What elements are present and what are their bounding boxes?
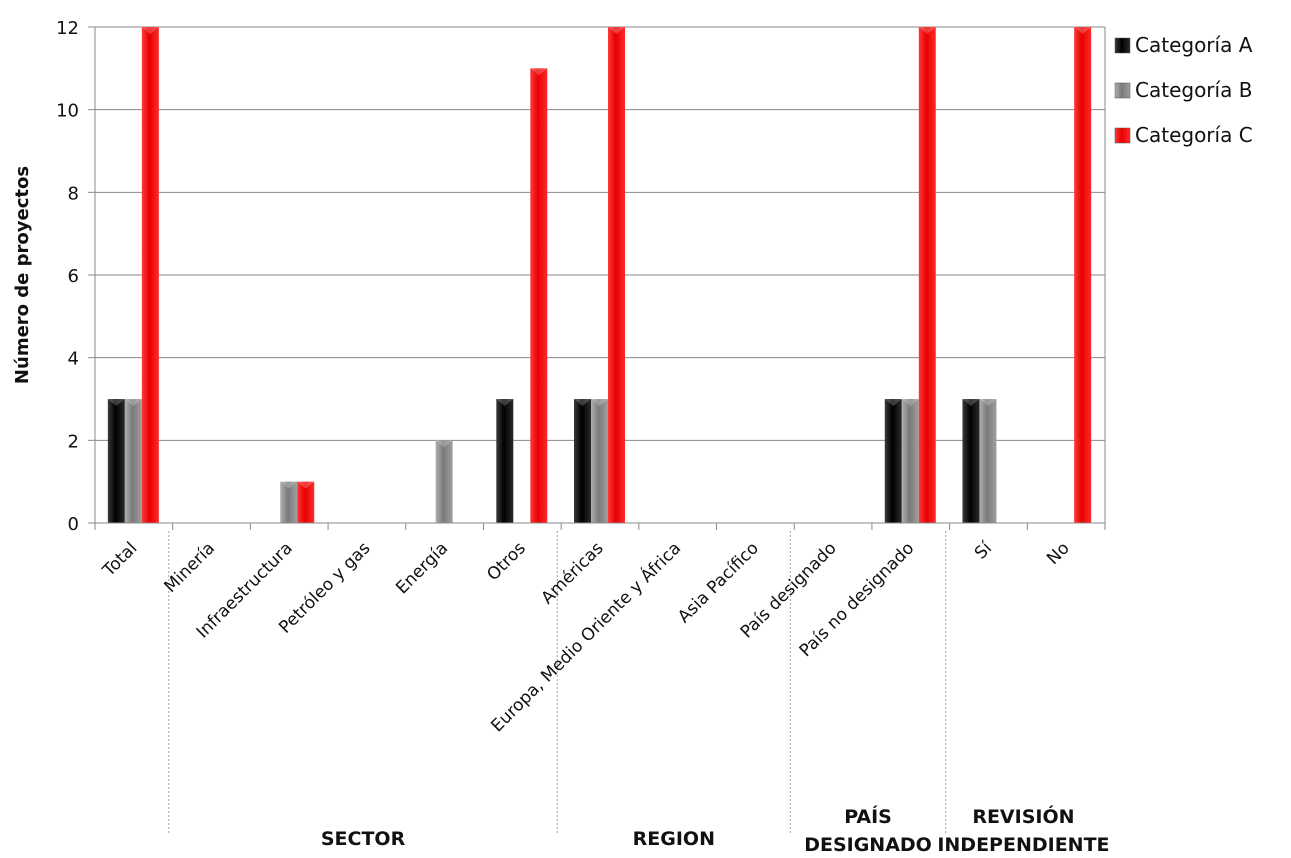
bar bbox=[884, 399, 902, 523]
x-category-label: Energía bbox=[392, 538, 452, 598]
bar-top-bevel bbox=[979, 399, 997, 406]
x-category-label: Asia Pacífico bbox=[674, 538, 763, 627]
gridlines bbox=[88, 26, 1105, 524]
bar bbox=[962, 399, 980, 523]
x-category-label: No bbox=[1043, 538, 1073, 568]
group-label: PAÍS bbox=[844, 805, 892, 828]
bar bbox=[574, 399, 591, 523]
bar bbox=[496, 399, 514, 523]
group-dividers bbox=[168, 531, 947, 835]
bar-top-bevel bbox=[530, 68, 548, 76]
y-axis-title: Número de proyectos bbox=[12, 166, 33, 384]
y-tick-label: 12 bbox=[56, 18, 79, 39]
bar bbox=[124, 399, 142, 523]
x-category-label: Otros bbox=[483, 538, 530, 585]
bar bbox=[1074, 27, 1092, 523]
legend-swatch bbox=[1114, 127, 1131, 144]
bar bbox=[435, 440, 453, 523]
bar-top-bevel bbox=[141, 27, 159, 34]
axes bbox=[94, 27, 1106, 530]
y-tick-label: 10 bbox=[56, 101, 79, 122]
group-labels: SECTOR REGION PAÍS DESIGNADO REVISIÓN INDEPEN… bbox=[321, 804, 1110, 856]
bar-top-bevel bbox=[435, 440, 453, 448]
x-category-label: Minería bbox=[161, 538, 220, 597]
y-tick-labels: 0 2 4 6 8 10 12 bbox=[56, 18, 79, 535]
x-category-label: Total bbox=[98, 538, 141, 581]
y-tick-label: 4 bbox=[68, 349, 79, 370]
y-tick-label: 2 bbox=[68, 431, 79, 452]
bar bbox=[591, 399, 608, 523]
bar bbox=[918, 27, 936, 523]
bar-top-bevel bbox=[884, 399, 902, 406]
bar bbox=[608, 27, 625, 523]
bar-top-bevel bbox=[608, 27, 625, 34]
bar-top-bevel bbox=[280, 481, 298, 489]
bar-top-bevel bbox=[496, 399, 514, 406]
group-label: INDEPENDIENTE bbox=[937, 834, 1109, 856]
bar-top-bevel bbox=[107, 399, 125, 406]
bar-top-bevel bbox=[1074, 27, 1092, 34]
bar-top-bevel bbox=[124, 399, 142, 406]
legend-swatch bbox=[1114, 82, 1131, 99]
legend-label: Categoría C bbox=[1135, 123, 1253, 147]
legend-label: Categoría A bbox=[1135, 33, 1253, 57]
bar-top-bevel bbox=[901, 399, 919, 406]
bar bbox=[979, 399, 997, 523]
bar-top-bevel bbox=[918, 27, 936, 34]
x-category-label: Américas bbox=[538, 538, 608, 608]
x-category-label: Sí bbox=[971, 537, 997, 563]
group-label: REGION bbox=[633, 828, 715, 850]
bar-top-bevel bbox=[574, 399, 591, 406]
y-tick-label: 8 bbox=[68, 183, 79, 204]
legend-label: Categoría B bbox=[1135, 78, 1252, 102]
bar bbox=[901, 399, 919, 523]
bar bbox=[530, 68, 548, 523]
bar bbox=[280, 481, 298, 523]
bar-top-bevel bbox=[591, 399, 608, 406]
y-tick-label: 6 bbox=[68, 266, 79, 287]
bar bbox=[107, 399, 125, 523]
bar-top-bevel bbox=[962, 399, 980, 406]
y-tick-label: 0 bbox=[68, 514, 79, 535]
bar bbox=[297, 481, 315, 523]
group-label: DESIGNADO bbox=[804, 834, 932, 856]
bar-top-bevel bbox=[297, 481, 315, 489]
legend: Categoría A Categoría B Categoría C bbox=[1114, 33, 1253, 147]
bars bbox=[107, 27, 1092, 523]
bar bbox=[141, 27, 159, 523]
legend-swatch bbox=[1114, 37, 1131, 54]
group-label: SECTOR bbox=[321, 828, 406, 850]
group-label: REVISIÓN bbox=[972, 804, 1074, 828]
